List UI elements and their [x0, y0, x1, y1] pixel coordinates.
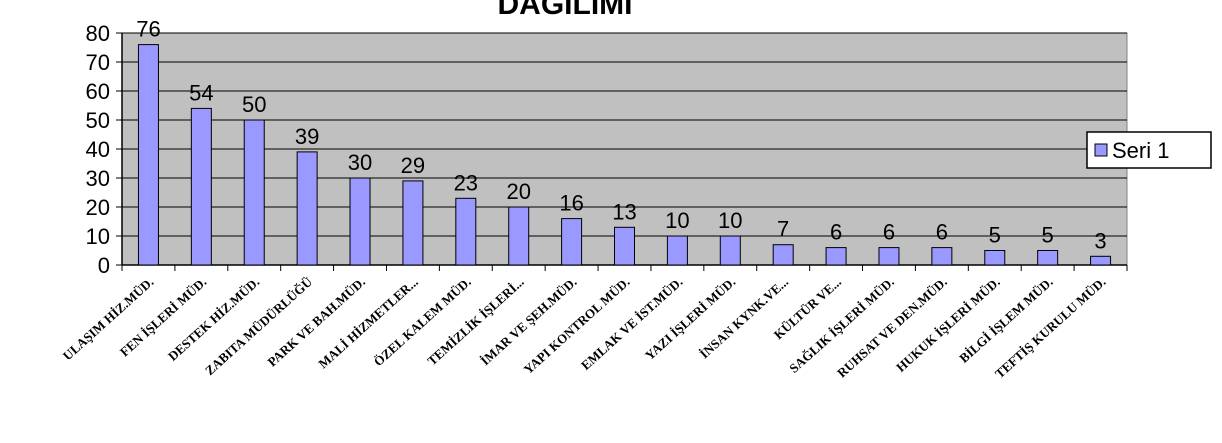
x-tick-label: TEMİZLİK İŞLERİ... [424, 274, 526, 368]
bar [190, 107, 212, 266]
data-label: 76 [136, 17, 160, 42]
data-label: 13 [612, 199, 636, 224]
data-label: 20 [506, 179, 530, 204]
data-label: 6 [830, 220, 842, 245]
bar [296, 151, 318, 266]
data-label: 10 [718, 208, 742, 233]
data-label: 30 [348, 150, 372, 175]
bar [614, 226, 635, 266]
x-tick-label: TEFTİŞ KURULU MÜD. [992, 274, 1109, 381]
data-label: 3 [1094, 228, 1106, 253]
data-label: 16 [559, 191, 583, 216]
bar [137, 44, 159, 266]
x-tick-label: YAZI İŞLERİ MÜD. [642, 274, 738, 363]
y-tick-label: 40 [86, 137, 110, 162]
chart-title: DAĞILIMI [498, 0, 633, 21]
bar [1037, 250, 1059, 266]
data-label: 6 [936, 220, 948, 245]
x-tick-label: PARK VE BAH.MÜD. [264, 274, 368, 369]
data-label: 23 [454, 170, 478, 195]
y-tick-label: 20 [86, 195, 110, 220]
data-label: 7 [777, 217, 789, 242]
bar [666, 235, 688, 266]
bar [455, 197, 477, 266]
bar [349, 177, 371, 266]
x-tick-label: ZABITA MÜDÜRLÜĞÜ [202, 274, 316, 378]
bar [984, 250, 1006, 266]
y-tick-label: 10 [86, 224, 110, 249]
y-tick-label: 30 [86, 166, 110, 191]
x-tick-label: ULAŞIM HİZ.MÜD. [60, 274, 157, 363]
data-label: 50 [242, 92, 266, 117]
bar [402, 180, 424, 266]
y-tick-label: 0 [98, 253, 110, 278]
x-tick-label: SAĞLIK İŞLERİ MÜD. [786, 274, 897, 376]
x-tick-label: DESTEK HİZ.MÜD. [165, 274, 262, 364]
bar [825, 247, 847, 266]
x-tick-label: MALİ HİZMETLER... [315, 274, 421, 371]
bar [508, 206, 530, 266]
y-tick-label: 50 [86, 108, 110, 133]
legend-box [1086, 131, 1212, 169]
bar [931, 247, 953, 266]
bar [1090, 255, 1112, 266]
legend: Seri 1 [1086, 131, 1212, 169]
data-label: 39 [295, 124, 319, 149]
y-tick-label: 80 [86, 21, 110, 46]
x-tick-label: BİLGİ İŞLEM MÜD. [956, 274, 1055, 366]
data-label: 29 [401, 153, 425, 178]
data-label: 6 [883, 220, 895, 245]
x-tick-label: EMLAK VE İST.MÜD. [578, 274, 685, 373]
data-label: 10 [665, 208, 689, 233]
bar [772, 244, 794, 266]
y-tick-label: 60 [86, 79, 110, 104]
x-tick-label: YAPI KONTROL MÜD. [521, 274, 633, 377]
x-tick-label: ÖZEL KALEM MÜD. [371, 274, 474, 369]
legend-swatch [1094, 143, 1108, 157]
bar [561, 218, 583, 266]
x-tick-label: HUKUK İŞLERİ MÜD. [893, 274, 1003, 375]
bar [719, 235, 741, 266]
data-label: 54 [189, 80, 213, 105]
data-label: 5 [1042, 223, 1054, 248]
x-tick-label: İMAR VE ŞEH.MÜD. [477, 274, 579, 368]
bar [878, 247, 900, 266]
x-tick-label: İNSAN KYNK.VE... [697, 274, 792, 361]
legend-label: Seri 1 [1112, 138, 1169, 163]
y-tick-label: 70 [86, 50, 110, 75]
bar [243, 119, 265, 266]
data-label: 5 [989, 223, 1001, 248]
